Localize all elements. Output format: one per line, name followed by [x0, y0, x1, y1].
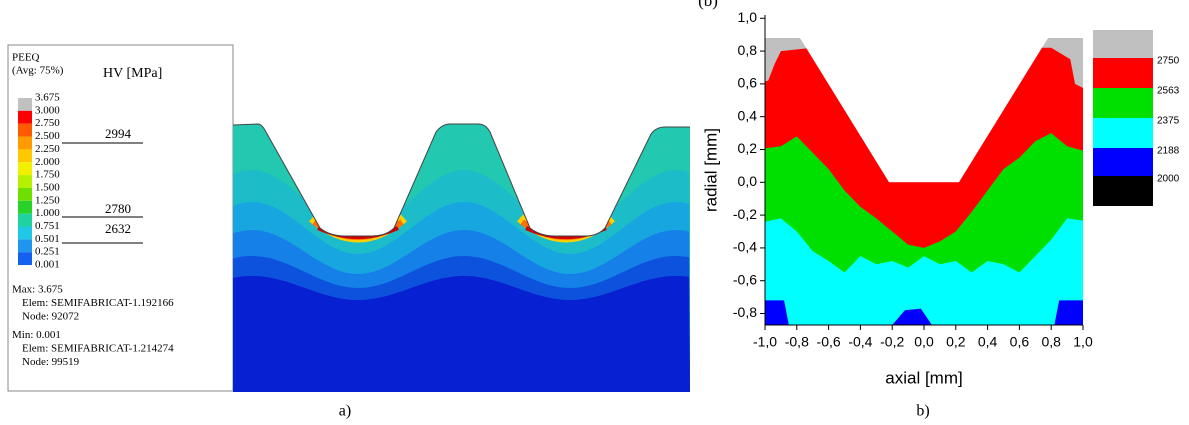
x-tick-label: 0,4 [978, 334, 998, 350]
y-tick-label: 0,2 [738, 140, 758, 156]
y-tick-label: -0,2 [733, 206, 757, 222]
info-text: Node: 92072 [22, 311, 79, 323]
legend-swatch [18, 226, 32, 240]
level-label: 3.000 [35, 104, 60, 116]
colorbar-swatch [1093, 58, 1153, 88]
level-label: 0.501 [35, 233, 60, 245]
info-text: Node: 99519 [22, 356, 80, 368]
colorbar-swatch [1093, 30, 1153, 58]
legend-swatch [18, 175, 32, 188]
colorbar-swatch [1093, 88, 1153, 118]
caption: a) [339, 403, 351, 420]
legend-swatch [18, 123, 32, 137]
legend-swatch [18, 136, 32, 150]
legend-swatch [18, 162, 32, 176]
level-label: 0.251 [35, 246, 60, 258]
x-tick-label: 0,0 [914, 334, 934, 350]
colorbar-label: 2000 [1157, 174, 1180, 185]
x-tick-label: -0,6 [817, 334, 841, 350]
level-label: 1.000 [35, 207, 60, 219]
y-tick-label: 1,0 [738, 9, 758, 25]
info-text: Max: 3.675 [12, 284, 63, 296]
caption: b) [916, 403, 929, 420]
level-label: 1.750 [35, 169, 60, 181]
hv-label: 2780 [105, 201, 131, 216]
y-tick-label: 0,0 [738, 173, 758, 189]
legend-swatch [18, 200, 32, 214]
panel-b: -1,0 -0,8 -0,6 -0,4 -0,2 0,0 0,2 0,4 0,6 0,8 1,0 -0… [698, 0, 1180, 420]
band [233, 276, 690, 392]
text: PEEQ [12, 52, 40, 64]
legend-box [7, 44, 234, 392]
y-tick-label: -0,6 [733, 271, 757, 287]
colorbar-swatch [1093, 148, 1153, 176]
outline [232, 123, 690, 237]
contour-band [765, 218, 1083, 326]
text: (Avg: 75%) [12, 65, 64, 77]
legend-swatch [18, 239, 32, 253]
legend-swatch [18, 252, 32, 266]
legend-swatch [18, 149, 32, 163]
legend-swatch [18, 110, 32, 124]
y-tick-label: 0,4 [738, 107, 758, 123]
x-tick-label: -0,8 [785, 334, 809, 350]
contour-band [765, 300, 1083, 326]
legend-swatch [18, 187, 32, 201]
level-label: 2.250 [35, 143, 60, 155]
y-axis-label: radial [mm] [701, 128, 720, 212]
info-text: Elem: SEMIFABRICAT-1.214274 [22, 343, 174, 355]
colorbar-label: 2375 [1157, 116, 1180, 127]
x-tick-label: 1,0 [1073, 334, 1093, 350]
y-tick-label: -0,4 [733, 239, 757, 255]
contour [765, 37, 1083, 326]
legend-swatch [18, 213, 32, 227]
colorbar-swatch [1093, 176, 1153, 206]
colorbar-label: 2188 [1157, 146, 1180, 157]
x-tick-label: -0,2 [880, 334, 904, 350]
x-tick-label: -0,4 [848, 334, 872, 350]
level-label: 0.001 [35, 259, 60, 271]
level-label: 2.750 [35, 117, 60, 129]
x-tick-label: -1,0 [753, 334, 777, 350]
colorbar-label: 2563 [1157, 86, 1180, 97]
text: HV [MPa] [103, 66, 162, 81]
x-tick-label: 0,2 [946, 334, 966, 350]
x-tick-label: 0,8 [1041, 334, 1061, 350]
x-axis-label: axial [mm] [885, 368, 962, 387]
level-label: 0.751 [35, 220, 60, 232]
level-label: 2.500 [35, 130, 60, 142]
x-tick-label: 0,6 [1010, 334, 1030, 350]
level-label: 3.675 [35, 92, 60, 104]
info-text: Min: 0.001 [12, 329, 61, 341]
info-text: Elem: SEMIFABRICAT-1.192166 [22, 297, 174, 309]
level-label: 2.000 [35, 156, 60, 168]
level-label: 1.250 [35, 194, 60, 206]
colorbar-swatch [1093, 118, 1153, 148]
y-tick-label: 0,6 [738, 75, 758, 91]
level-label: 1.500 [35, 181, 60, 193]
hv-label: 2632 [105, 221, 131, 236]
panel-label: (b) [698, 0, 718, 10]
mesh [233, 124, 690, 392]
hv-label: 2994 [105, 126, 132, 141]
colorbar-label: 2750 [1157, 56, 1180, 67]
y-tick-label: 0,8 [738, 42, 758, 58]
y-tick-label: -0,8 [733, 304, 757, 320]
legend-swatch [18, 98, 32, 111]
